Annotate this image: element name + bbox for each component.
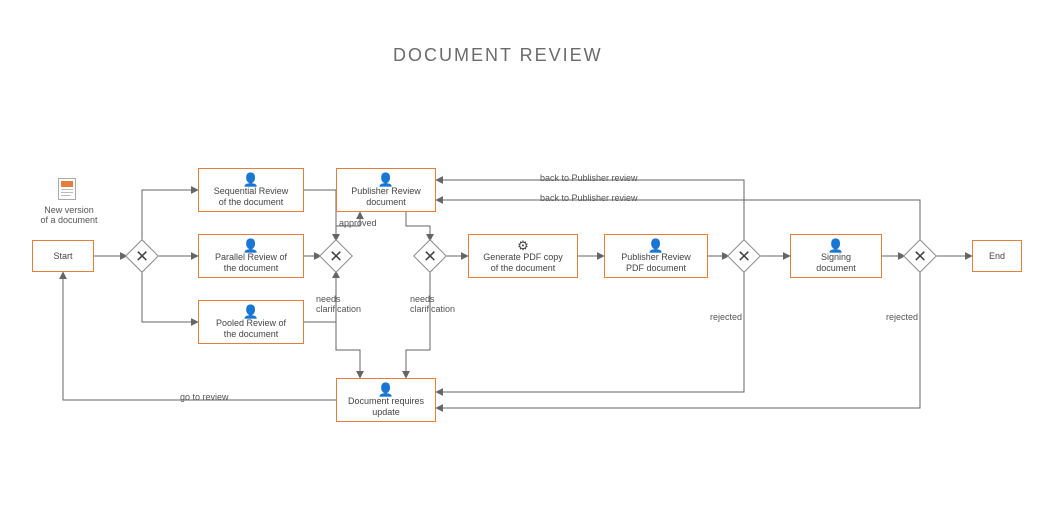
node-genpdf: ⚙Generate PDF copyof the document	[468, 234, 578, 278]
person-icon: 👤	[378, 383, 394, 396]
edge-g1-seq	[142, 190, 198, 241]
node-pubrev: 👤Publisher Reviewdocument	[336, 168, 436, 212]
node-label-end: End	[989, 251, 1005, 261]
node-label-pubrev: Publisher Reviewdocument	[351, 186, 421, 207]
node-end: End	[972, 240, 1022, 272]
edge-g5-upd	[436, 271, 920, 408]
edge-label-upd-start: go to review	[180, 392, 229, 402]
node-label-sign: Signingdocument	[816, 252, 856, 273]
edge-label-g5-pubrev: back to Publisher review	[540, 193, 638, 203]
edge-g1-pool	[142, 271, 198, 322]
document-icon	[58, 178, 76, 200]
node-label-seq: Sequential Reviewof the document	[214, 186, 289, 207]
person-icon: 👤	[648, 239, 664, 252]
edge-g4-pubrev	[436, 180, 744, 241]
node-seq: 👤Sequential Reviewof the document	[198, 168, 304, 212]
person-icon: 👤	[243, 173, 259, 186]
edge-g2-upd	[336, 271, 360, 378]
edge-label-g2-pubrev: approved	[339, 218, 377, 228]
edge-g4-upd	[436, 271, 744, 392]
person-icon: 👤	[828, 239, 844, 252]
edge-label-g2-upd: needsclarification	[316, 294, 361, 314]
node-upd: 👤Document requiresupdate	[336, 378, 436, 422]
person-icon: 👤	[243, 305, 259, 318]
node-pubpdf: 👤Publisher ReviewPDF document	[604, 234, 708, 278]
edge-pubrev-g3	[406, 212, 430, 241]
node-par: 👤Parallel Review ofthe document	[198, 234, 304, 278]
edge-label-g4-upd: rejected	[710, 312, 742, 322]
node-label-pubpdf: Publisher ReviewPDF document	[621, 252, 691, 273]
node-label-par: Parallel Review ofthe document	[215, 252, 287, 273]
person-icon: 👤	[243, 239, 259, 252]
edge-label-g5-upd: rejected	[886, 312, 918, 322]
gear-icon: ⚙	[517, 239, 529, 252]
node-label-pool: Pooled Review ofthe document	[216, 318, 286, 339]
person-icon: 👤	[378, 173, 394, 186]
node-label-start: Start	[53, 251, 72, 261]
edge-label-g4-pubrev: back to Publisher review	[540, 173, 638, 183]
node-start: Start	[32, 240, 94, 272]
edge-seq-g2	[304, 190, 336, 241]
edge-label-g3-upd: needsclarification	[410, 294, 455, 314]
annotation-newver: New versionof a document	[29, 205, 109, 226]
node-label-upd: Document requiresupdate	[348, 396, 424, 417]
node-sign: 👤Signingdocument	[790, 234, 882, 278]
flowchart-canvas: DOCUMENT REVIEWneedsclarificationneedscl…	[0, 0, 1057, 522]
node-label-genpdf: Generate PDF copyof the document	[483, 252, 563, 273]
node-pool: 👤Pooled Review ofthe document	[198, 300, 304, 344]
edge-g3-upd	[406, 271, 430, 378]
